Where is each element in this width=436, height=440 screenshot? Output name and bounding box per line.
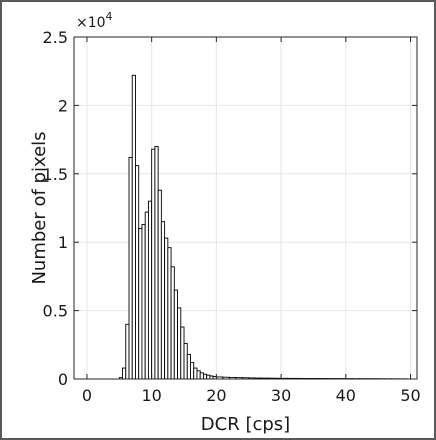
histogram-bar bbox=[183, 342, 188, 380]
y-tick-label: 0.5 bbox=[43, 302, 68, 321]
y-tick-label: 0 bbox=[58, 370, 68, 389]
histogram-bar bbox=[170, 266, 175, 380]
histogram-bar bbox=[177, 307, 182, 380]
histogram-bar bbox=[151, 148, 156, 380]
x-tick-label: 20 bbox=[206, 386, 226, 405]
histogram-bar bbox=[141, 223, 146, 380]
histogram-bar bbox=[206, 374, 211, 380]
histogram-bar bbox=[122, 367, 127, 380]
histogram-bar bbox=[154, 145, 159, 380]
y-axis-multiplier-base: ×10 bbox=[76, 15, 106, 31]
histogram-bar bbox=[131, 74, 136, 380]
y-tick-label: 1.5 bbox=[43, 165, 68, 184]
histogram-bars bbox=[118, 74, 408, 380]
histogram-bar bbox=[135, 165, 140, 380]
histogram-bar bbox=[167, 247, 172, 380]
histogram-bar bbox=[128, 156, 133, 380]
histogram-bar bbox=[202, 373, 208, 380]
x-tick-label: 30 bbox=[271, 386, 291, 405]
histogram-bar bbox=[138, 228, 143, 380]
histogram-bar bbox=[173, 289, 178, 380]
x-tick-label: 50 bbox=[400, 386, 420, 405]
y-axis-label: Number of pixels bbox=[29, 131, 50, 284]
plot-area-border bbox=[73, 36, 418, 380]
axis-ticks: 0 10 20 30 40 50 0 0.5 1 1.5 2 2.5 bbox=[43, 28, 421, 405]
x-tick-label: 0 bbox=[82, 386, 92, 405]
histogram-bar bbox=[196, 370, 201, 380]
histogram-bar bbox=[157, 189, 162, 380]
histogram-bar bbox=[180, 326, 185, 380]
histogram-bar bbox=[193, 367, 198, 380]
histogram-bar bbox=[199, 372, 204, 380]
histogram-bar bbox=[186, 353, 191, 380]
y-tick-label: 2 bbox=[58, 96, 68, 115]
histogram-bar bbox=[125, 323, 130, 380]
histogram-bar bbox=[190, 362, 195, 380]
y-axis-multiplier-exponent: 4 bbox=[106, 10, 113, 23]
x-axis-label: DCR [cps] bbox=[201, 414, 290, 435]
y-axis-multiplier: ×104 bbox=[76, 10, 113, 31]
x-tick-label: 10 bbox=[141, 386, 161, 405]
histogram-bar bbox=[147, 200, 153, 380]
histogram-bar bbox=[164, 237, 169, 380]
y-tick-label: 2.5 bbox=[43, 28, 68, 47]
histogram-bar bbox=[144, 211, 149, 380]
y-tick-label: 1 bbox=[58, 233, 68, 252]
x-tick-label: 40 bbox=[336, 386, 356, 405]
histogram-bar bbox=[160, 221, 166, 380]
